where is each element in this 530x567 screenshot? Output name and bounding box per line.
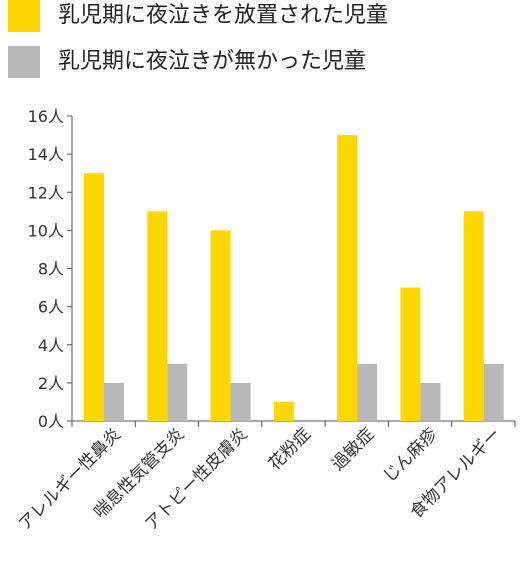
bar-no-crying [230, 382, 251, 421]
legend-swatch-neglected [8, 0, 40, 32]
bar-neglected [210, 230, 231, 421]
legend-label-neglected: 乳児期に夜泣きを放置された児童 [58, 3, 389, 28]
legend-item-no-crying: 乳児期に夜泣きが無かった児童 [8, 46, 508, 78]
y-tick-label: 8人 [38, 260, 64, 279]
y-tick-label: 16人 [28, 107, 64, 126]
bar-neglected [463, 211, 484, 421]
bar-neglected [84, 173, 104, 421]
x-tick-label: 過敏症 [328, 424, 378, 474]
y-tick-label: 0人 [38, 412, 64, 431]
legend-swatch-no-crying [8, 46, 40, 78]
bar-no-crying [420, 382, 441, 421]
legend: 乳児期に夜泣きを放置された児童 乳児期に夜泣きが無かった児童 [8, 0, 508, 78]
bar-no-crying [357, 363, 378, 421]
x-tick-label: じん麻疹 [379, 424, 441, 486]
y-tick-label: 2人 [38, 374, 64, 393]
y-tick-label: 6人 [38, 298, 64, 317]
legend-label-no-crying: 乳児期に夜泣きが無かった児童 [58, 49, 367, 74]
y-tick-label: 12人 [28, 183, 64, 202]
y-tick-label: 14人 [28, 145, 64, 164]
bar-neglected [337, 135, 358, 421]
bar-neglected [400, 287, 421, 421]
y-tick-label: 4人 [38, 336, 64, 355]
bar-neglected [273, 401, 294, 421]
bar-neglected [147, 211, 168, 421]
y-tick-label: 10人 [28, 221, 64, 240]
x-tick-label: 花粉症 [265, 424, 315, 474]
legend-item-neglected: 乳児期に夜泣きを放置された児童 [8, 0, 508, 32]
bar-no-crying [167, 363, 188, 421]
bar-no-crying [104, 382, 124, 421]
bar-no-crying [483, 363, 504, 421]
